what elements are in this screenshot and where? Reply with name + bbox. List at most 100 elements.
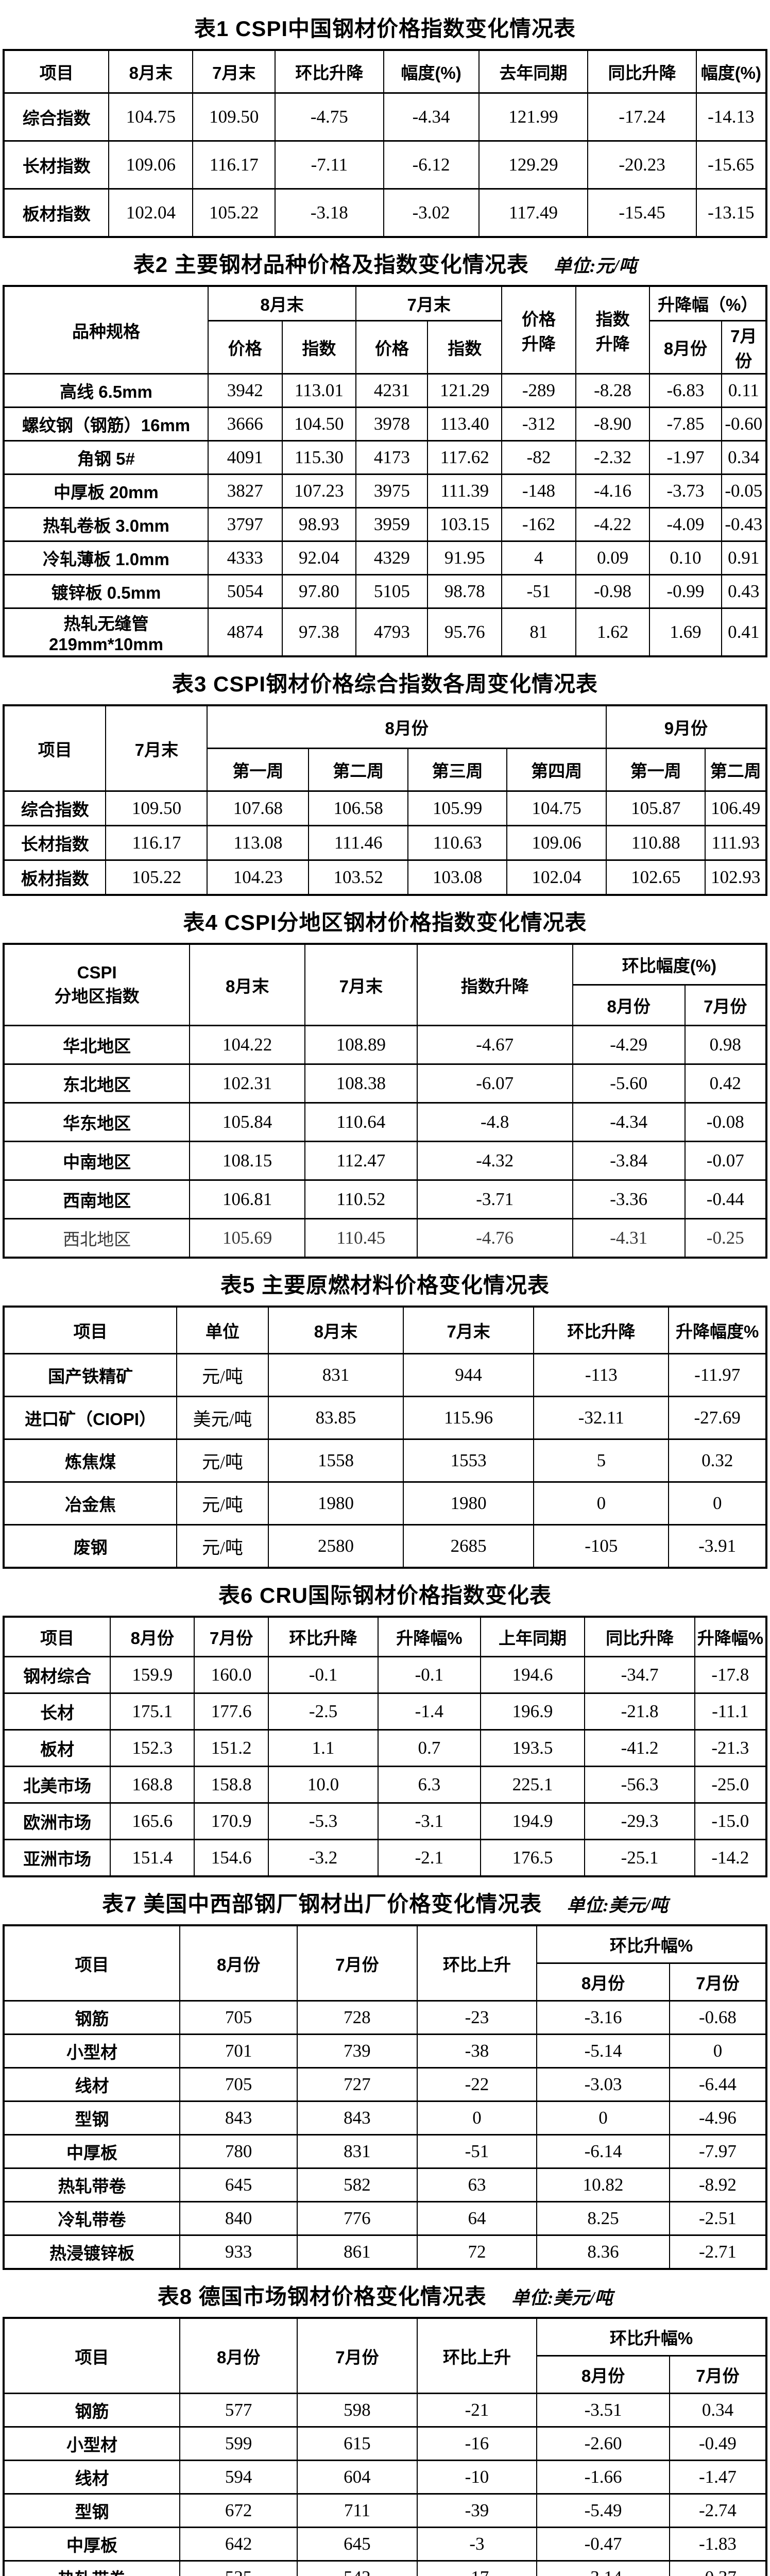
column-header: 7月份: [194, 1616, 269, 1657]
cell-value: -0.98: [575, 574, 651, 609]
cell-value: 107.23: [281, 473, 357, 509]
cell-value: 10.82: [536, 2167, 670, 2202]
table-row: 中厚板 642 645 -3 -0.47 -1.83: [3, 2527, 767, 2562]
cell-value: 165.6: [110, 1802, 195, 1840]
cell-value: -4.16: [575, 473, 651, 509]
table-8: 项目 8月份 7月份 环比上升 环比升幅% 8月份 7月份 钢筋 577 598 -2…: [3, 2317, 767, 2576]
cell-value: -4.75: [275, 92, 384, 142]
cell-value: 0.98: [684, 1025, 767, 1065]
column-header: 7月份: [297, 2317, 418, 2394]
cell-value: -4.34: [572, 1102, 686, 1142]
column-header: 幅度(%): [695, 49, 767, 94]
row-label: 线材: [3, 2067, 181, 2102]
cell-value: -3.51: [536, 2393, 670, 2428]
column-subheader: 8月份: [649, 320, 722, 375]
cell-value: 193.5: [480, 1729, 586, 1767]
cell-value: -105: [533, 1524, 670, 1569]
cell-value: 106.49: [705, 790, 767, 826]
cell-value: 1980: [403, 1481, 535, 1526]
row-label: 热轧带卷: [3, 2560, 181, 2576]
cell-value: 542: [297, 2560, 418, 2576]
table-row: 西南地区 106.81 110.52 -3.71 -3.36 -0.44: [3, 1179, 767, 1219]
table-row: 进口矿（CIOPI） 美元/吨 83.85 115.96 -32.11 -27.69: [3, 1396, 767, 1440]
cell-value: -16: [416, 2426, 538, 2461]
cell-value: 104.75: [108, 92, 194, 142]
column-header: 项目: [3, 1616, 111, 1657]
cell-value: -2.32: [575, 440, 651, 475]
table-row: 热轧带卷525542-17-3.14-0.37: [3, 2560, 767, 2576]
cell-value: -289: [501, 373, 576, 408]
cell-value: 1980: [267, 1481, 404, 1526]
cell-value: -1.66: [536, 2460, 670, 2495]
column-subheader: 7月份: [669, 2355, 767, 2394]
cell-value: 525: [179, 2560, 298, 2576]
cell-value: -0.1: [378, 1656, 481, 1694]
table-2-section: 表2 主要钢材品种价格及指数变化情况表 单位:元/吨 品种规格 8月末 7月末 价…: [3, 247, 767, 657]
cell-value: 109.06: [506, 825, 607, 861]
cell-value: 0.42: [684, 1063, 767, 1104]
cell-value: 92.04: [281, 540, 357, 575]
cell-value: -13.15: [695, 188, 767, 238]
cell-value: -0.60: [721, 406, 767, 442]
cell-value: -2.1: [378, 1839, 481, 1877]
cell-value: 97.80: [281, 574, 357, 609]
table-row: 华东地区 105.84 110.64 -4.8 -4.34 -0.08: [3, 1102, 767, 1142]
cell-value: -2.60: [536, 2426, 670, 2461]
column-header: 环比升降: [275, 49, 384, 94]
row-label: 板材指数: [3, 188, 110, 238]
table-row: 中厚板 780 831 -51 -6.14 -7.97: [3, 2134, 767, 2169]
column-header: 升降幅%: [378, 1616, 481, 1657]
table-row: 钢材综合 159.9 160.0 -0.1 -0.1 194.6 -34.7 -17.8: [3, 1656, 767, 1694]
column-header: 同比升降: [587, 49, 697, 94]
cell-value: 577: [179, 2393, 298, 2428]
cell-value: 5: [533, 1438, 670, 1483]
cell-value: -34.7: [584, 1656, 695, 1694]
cell-value: -20.23: [587, 140, 697, 190]
table-row: 热轧卷板 3.0mm 3797 98.93 3959 103.15 -162 -4.22 -4…: [3, 507, 767, 542]
cell-value: 5105: [355, 574, 429, 609]
column-subheader: 价格: [355, 320, 429, 375]
column-header: 环比升降: [533, 1306, 670, 1354]
cell-value: 861: [297, 2234, 418, 2270]
row-label: 热轧无缝管 219mm*10mm: [3, 607, 209, 657]
cell-value: -6.83: [649, 373, 722, 408]
column-subheader: 指数: [427, 320, 503, 375]
table-1-section: 表1 CSPI中国钢材价格指数变化情况表 项目 8月末 7月末 环比升降 幅度(…: [3, 11, 767, 238]
cell-value: -0.49: [669, 2426, 767, 2461]
cell-value: -6.07: [416, 1063, 573, 1104]
cell-value: 0: [533, 1481, 670, 1526]
cell-value: 170.9: [194, 1802, 269, 1840]
cell-value: 0.09: [575, 540, 651, 575]
cell-value: 110.64: [304, 1102, 418, 1142]
cell-value: 4793: [355, 607, 429, 657]
row-label: 进口矿（CIOPI）: [3, 1396, 178, 1440]
cell-value: 0: [668, 1481, 767, 1526]
cell-value: 105.69: [189, 1218, 305, 1259]
cell-value: 176.5: [480, 1839, 586, 1877]
cell-value: 113.40: [427, 406, 503, 442]
cell-value: 112.47: [304, 1141, 418, 1181]
cell-value: -8.90: [575, 406, 651, 442]
table-row: 冷轧薄板 1.0mm 4333 92.04 4329 91.95 4 0.09 0.10 0.9…: [3, 540, 767, 575]
cell-value: -7.85: [649, 406, 722, 442]
cell-value: -14.2: [694, 1839, 767, 1877]
table-3: 项目 7月末 8月份 9月份 第一周 第二周 第三周 第四周 第一周 第二周 综…: [3, 704, 767, 896]
cell-value: 8.36: [536, 2234, 670, 2270]
cell-value: -51: [501, 574, 576, 609]
cell-value: -4.96: [669, 2100, 767, 2136]
table-4-header: CSPI 分地区指数 8月末 7月末 指数升降 环比幅度(%) 8月份 7月份: [3, 943, 767, 1026]
column-header: 8月份: [179, 2317, 298, 2394]
cell-value: 701: [179, 2033, 298, 2069]
table-row: 高线 6.5mm 3942 113.01 4231 121.29 -289 -8.28 -6.…: [3, 373, 767, 408]
cell-value: -0.47: [536, 2527, 670, 2562]
row-label: 华北地区: [3, 1025, 191, 1065]
cell-value: -6.14: [536, 2134, 670, 2169]
cell-value: 151.4: [110, 1839, 195, 1877]
cell-value: 831: [267, 1353, 404, 1397]
cell-value: 168.8: [110, 1766, 195, 1804]
cell-value: 599: [179, 2426, 298, 2461]
table-row: 热轧无缝管 219mm*10mm 4874 97.38 4793 95.76 81 1.62…: [3, 607, 767, 657]
cell-value: -0.43: [721, 507, 767, 542]
cell-value: -1.83: [669, 2527, 767, 2562]
row-label: 型钢: [3, 2493, 181, 2528]
